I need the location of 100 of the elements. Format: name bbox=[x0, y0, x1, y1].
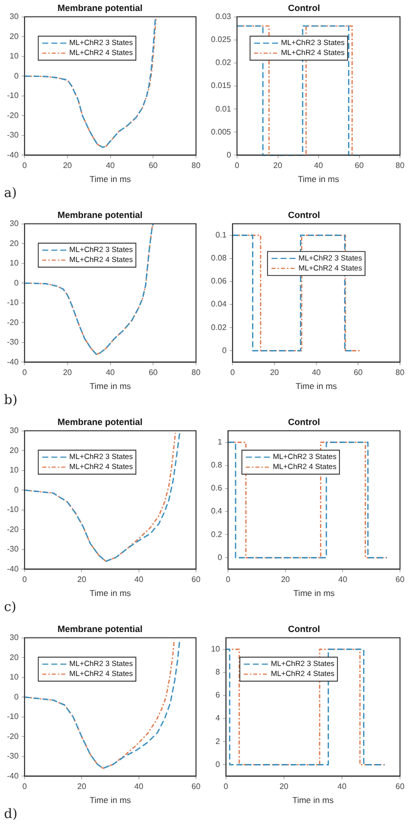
x-tick-label: 40 bbox=[338, 575, 348, 584]
y-tick-label: 0.06 bbox=[210, 276, 228, 286]
x-tick-label: 20 bbox=[273, 161, 283, 170]
chart-title: Control bbox=[288, 210, 320, 220]
y-tick-label: 0.8 bbox=[210, 460, 223, 470]
y-tick-label: 0.2 bbox=[210, 530, 223, 539]
y-tick-label: 0 bbox=[14, 692, 20, 702]
y-tick-label: -40 bbox=[7, 771, 20, 780]
x-axis-title: Time in ms bbox=[296, 381, 337, 392]
y-tick-label: -20 bbox=[7, 318, 20, 327]
y-tick-label: 0.03 bbox=[215, 12, 232, 22]
x-tick-label: 60 bbox=[396, 782, 405, 792]
y-tick-label: 10 bbox=[210, 644, 220, 654]
x-tick-label: 40 bbox=[106, 368, 116, 378]
y-tick-label: -10 bbox=[7, 298, 20, 308]
y-tick-label: 30 bbox=[10, 633, 20, 642]
y-tick-label: 20 bbox=[10, 446, 20, 455]
chart-title: Membrane potential bbox=[57, 624, 143, 634]
y-tick-label: 10 bbox=[10, 52, 20, 61]
chart-title: Membrane potential bbox=[57, 416, 143, 427]
y-tick-label: 0 bbox=[222, 346, 228, 355]
x-tick-label: 20 bbox=[280, 575, 290, 584]
x-tick-label: 0 bbox=[22, 368, 28, 378]
x-axis-title: Time in ms bbox=[298, 174, 340, 184]
text: d) bbox=[4, 807, 18, 822]
y-tick-label: -40 bbox=[7, 564, 20, 574]
y-tick-label: 10 bbox=[10, 672, 20, 682]
y-tick-label: 0.02 bbox=[215, 58, 232, 68]
y-tick-label: 0 bbox=[14, 71, 20, 80]
text: b) bbox=[4, 393, 18, 408]
y-tick-label: 0.1 bbox=[215, 230, 228, 240]
y-tick-label: 0.01 bbox=[215, 104, 232, 114]
y-tick-label: 20 bbox=[10, 32, 20, 41]
y-tick-label: -30 bbox=[7, 130, 20, 140]
x-tick-label: 60 bbox=[192, 575, 201, 584]
x-tick-label: 60 bbox=[354, 368, 364, 378]
x-tick-label: 20 bbox=[270, 368, 280, 378]
y-tick-label: 0 bbox=[14, 278, 20, 288]
x-tick-label: 40 bbox=[338, 782, 347, 792]
y-tick-label: 10 bbox=[10, 466, 20, 475]
y-tick-label: 0 bbox=[218, 552, 223, 562]
y-tick-label: -10 bbox=[7, 91, 20, 100]
x-tick-label: 80 bbox=[192, 368, 201, 378]
y-tick-label: 0.02 bbox=[210, 322, 228, 332]
x-axis-title: Time in ms bbox=[292, 795, 334, 806]
x-tick-label: 20 bbox=[77, 575, 87, 584]
x-tick-label: 60 bbox=[148, 368, 158, 378]
y-tick-label: -30 bbox=[7, 544, 20, 554]
x-tick-label: 20 bbox=[62, 161, 72, 170]
x-tick-label: 60 bbox=[192, 782, 201, 792]
x-tick-label: 0 bbox=[22, 782, 28, 792]
x-tick-label: 40 bbox=[312, 368, 322, 378]
text: c) bbox=[4, 600, 16, 615]
y-tick-label: 0.08 bbox=[210, 254, 228, 263]
x-axis-title: Time in ms bbox=[90, 795, 131, 806]
chart-title: Control bbox=[288, 2, 320, 13]
x-tick-label: 60 bbox=[148, 161, 158, 170]
text: a) bbox=[4, 186, 17, 201]
y-tick-label: 8 bbox=[215, 668, 220, 677]
x-tick-label: 20 bbox=[62, 368, 72, 378]
x-tick-label: 60 bbox=[354, 161, 364, 170]
x-tick-label: 20 bbox=[279, 782, 289, 792]
x-axis-title: Time in ms bbox=[90, 174, 131, 184]
y-tick-label: -10 bbox=[7, 505, 20, 514]
y-tick-label: 0 bbox=[226, 150, 232, 160]
y-tick-label: -40 bbox=[7, 150, 20, 160]
y-tick-label: 0.4 bbox=[210, 506, 223, 516]
x-tick-label: 0 bbox=[22, 575, 28, 584]
x-axis-title: Time in ms bbox=[90, 588, 131, 598]
x-tick-label: 40 bbox=[106, 161, 116, 170]
y-tick-label: 10 bbox=[10, 258, 20, 268]
y-tick-label: 0.015 bbox=[210, 81, 232, 90]
chart-title: Control bbox=[288, 624, 320, 634]
x-axis-title: Time in ms bbox=[90, 381, 131, 392]
y-tick-label: -10 bbox=[7, 712, 20, 722]
y-tick-label: 20 bbox=[10, 652, 20, 662]
y-tick-label: 20 bbox=[10, 238, 20, 248]
y-tick-label: 2 bbox=[215, 736, 220, 746]
y-tick-label: 30 bbox=[10, 219, 20, 228]
y-tick-label: 6 bbox=[215, 690, 220, 700]
y-tick-label: 0.6 bbox=[210, 484, 223, 493]
y-tick-label: 30 bbox=[10, 426, 20, 436]
x-tick-label: 80 bbox=[396, 161, 405, 170]
y-tick-label: 0.005 bbox=[210, 127, 232, 136]
y-tick-label: 0 bbox=[215, 760, 220, 769]
line-series bbox=[24, 223, 154, 355]
x-tick-label: 0 bbox=[22, 161, 28, 170]
y-tick-label: 0 bbox=[14, 485, 20, 494]
y-tick-label: -20 bbox=[7, 524, 20, 534]
y-tick-label: -30 bbox=[7, 752, 20, 761]
y-tick-label: 1 bbox=[218, 438, 223, 447]
y-tick-label: -40 bbox=[7, 357, 20, 366]
x-tick-label: 60 bbox=[396, 575, 405, 584]
chart-title: Control bbox=[288, 416, 320, 427]
y-tick-label: -20 bbox=[7, 110, 20, 120]
x-tick-label: 40 bbox=[314, 161, 324, 170]
x-tick-label: 80 bbox=[192, 161, 201, 170]
x-tick-label: 0 bbox=[234, 161, 240, 170]
y-tick-label: -30 bbox=[7, 338, 20, 347]
y-tick-label: 4 bbox=[215, 714, 220, 723]
